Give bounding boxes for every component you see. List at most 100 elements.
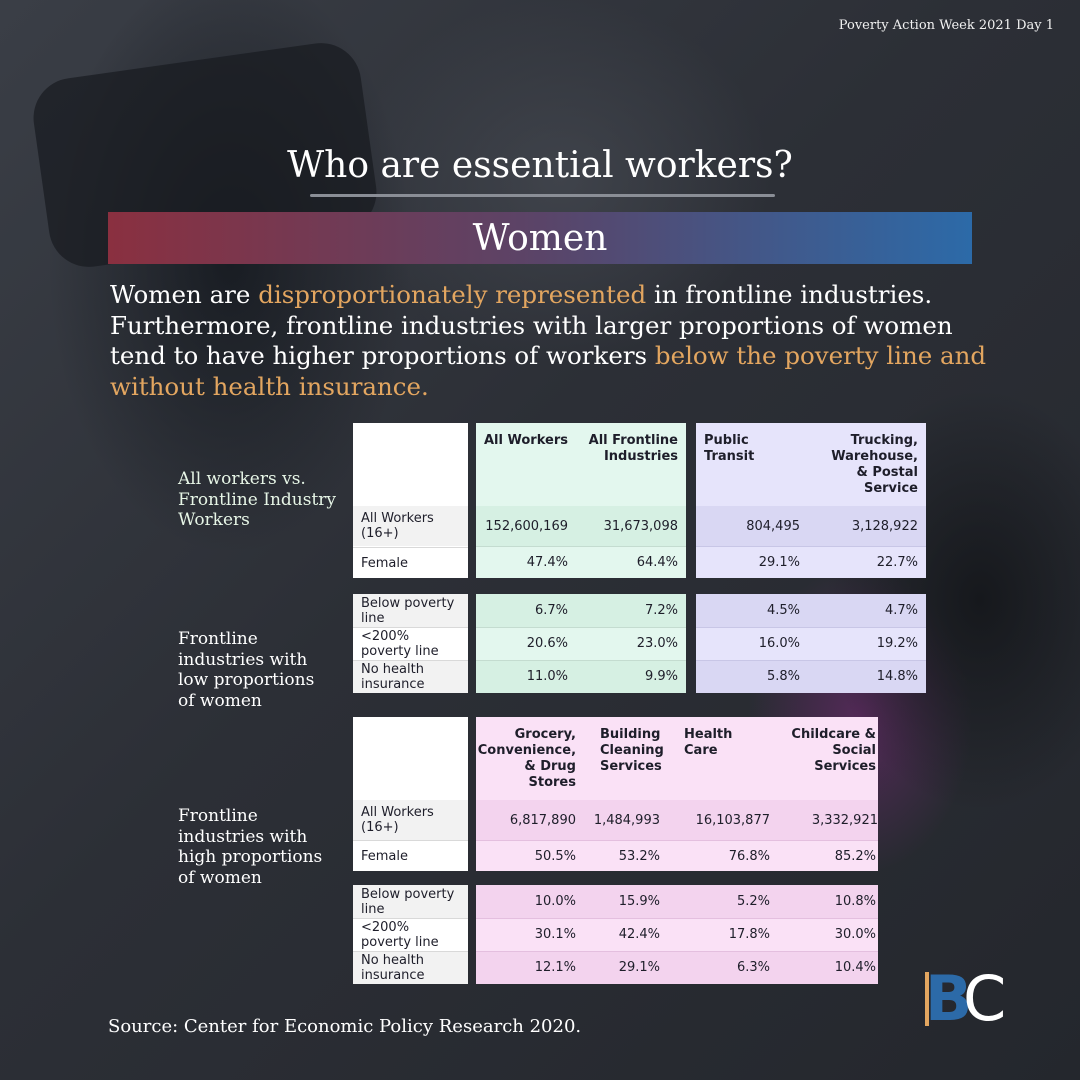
row-shade	[476, 951, 878, 984]
source-citation: Source: Center for Economic Policy Resea…	[108, 1016, 582, 1037]
row-divider	[476, 660, 686, 661]
logo-letter-b: B	[925, 962, 972, 1035]
cell-value: 10.4%	[834, 960, 876, 975]
row-label-female: Female	[353, 840, 468, 871]
section-label-low-proportion: Frontline industries with low proportion…	[178, 629, 315, 711]
intro-text-1: Women are	[110, 280, 259, 309]
intro-highlight-2: below the poverty line and without healt…	[110, 341, 987, 401]
header-building-cleaning: Building Cleaning Services	[600, 727, 664, 774]
cell-value: 12.1%	[534, 960, 576, 975]
cell-value: 30.0%	[834, 927, 876, 942]
row-divider	[476, 840, 878, 841]
cell-value: 29.1%	[618, 960, 660, 975]
cell-value: 22.7%	[876, 555, 918, 570]
top-green-table-2: 6.7% 7.2% 20.6% 23.0% 11.0% 9.9%	[476, 594, 686, 693]
row-label-no-health: No health insurance	[353, 660, 468, 693]
bc-logo: B C	[925, 962, 1025, 1035]
row-label-below-poverty: Below poverty line	[353, 885, 468, 918]
cell-value: 1,484,993	[593, 812, 660, 828]
cell-value: 16,103,877	[695, 812, 770, 828]
header-childcare: Childcare & Social Services	[791, 727, 876, 774]
title-underline	[310, 194, 775, 197]
row-label-below-poverty: Below poverty line	[353, 594, 468, 627]
intro-highlight-1: disproportionately represented	[258, 280, 647, 309]
cell-value: 7.2%	[644, 603, 678, 618]
row-shade	[476, 506, 686, 546]
row-divider	[476, 627, 686, 628]
cell-value: 29.1%	[758, 555, 800, 570]
row-label-no-health: No health insurance	[353, 951, 468, 984]
header-all-frontline: All Frontline Industries	[588, 433, 678, 464]
row-shade	[696, 506, 926, 546]
row-divider	[696, 660, 926, 661]
row-divider	[696, 627, 926, 628]
cell-value: 9.9%	[644, 669, 678, 684]
cell-value: 31,673,098	[603, 518, 678, 534]
top-purple-table: Public Transit Trucking, Warehouse, & Po…	[696, 423, 926, 578]
cell-value: 14.8%	[876, 669, 918, 684]
header-grocery: Grocery, Convenience, & Drug Stores	[477, 727, 577, 790]
row-label-below-200: <200% poverty line	[353, 627, 468, 660]
section-label-all-vs-frontline: All workers vs. Frontline Industry Worke…	[178, 469, 337, 530]
intro-text-2: in frontline industries. Furthermore, fr…	[110, 280, 953, 370]
row-divider	[476, 546, 686, 547]
cell-value: 5.2%	[736, 894, 770, 909]
row-shade	[476, 594, 686, 627]
section-label-high-proportion: Frontline industries with high proportio…	[178, 806, 323, 888]
page-title: Who are essential workers?	[287, 145, 793, 186]
cell-value: 50.5%	[534, 848, 576, 864]
cell-value: 42.4%	[618, 927, 660, 942]
header-health-care: Health Care	[684, 727, 733, 758]
header-tag: Poverty Action Week 2021 Day 1	[838, 18, 1054, 33]
logo-letter-c: C	[963, 962, 1007, 1035]
cell-value: 3,332,921	[811, 812, 878, 828]
cell-value: 4.5%	[766, 603, 800, 618]
row-label-female: Female	[353, 547, 468, 578]
cell-value: 19.2%	[876, 636, 918, 651]
top-label-column: All Workers (16+) Female	[353, 423, 468, 578]
header-public-transit: Public Transit	[704, 433, 755, 464]
cell-value: 3,128,922	[851, 518, 918, 534]
top-purple-table-2: 4.5% 4.7% 16.0% 19.2% 5.8% 14.8%	[696, 594, 926, 693]
bottom-label-column-2: Below poverty line <200% poverty line No…	[353, 885, 468, 984]
top-label-column-2: Below poverty line <200% poverty line No…	[353, 594, 468, 693]
row-shade	[696, 660, 926, 693]
row-shade	[476, 660, 686, 693]
cell-value: 10.8%	[834, 894, 876, 909]
header-trucking: Trucking, Warehouse, & Postal Service	[831, 433, 918, 496]
row-label-all-workers: All Workers (16+)	[353, 800, 468, 840]
row-divider	[696, 546, 926, 547]
cell-value: 804,495	[746, 518, 800, 534]
row-divider	[476, 951, 878, 952]
cell-value: 17.8%	[728, 927, 770, 942]
cell-value: 53.2%	[618, 848, 660, 864]
section-banner: Women	[108, 212, 972, 264]
intro-paragraph: Women are disproportionately represented…	[110, 280, 990, 402]
row-label-all-workers: All Workers (16+)	[353, 506, 468, 546]
header-all-workers: All Workers	[484, 433, 568, 448]
cell-value: 4.7%	[884, 603, 918, 618]
cell-value: 6,817,890	[509, 812, 576, 828]
cell-value: 47.4%	[526, 555, 568, 570]
bottom-pink-table-2: 10.0% 15.9% 5.2% 10.8% 30.1% 42.4% 17.8%…	[476, 885, 878, 984]
bottom-label-column: All Workers (16+) Female	[353, 717, 468, 871]
cell-value: 15.9%	[618, 894, 660, 909]
cell-value: 16.0%	[758, 636, 800, 651]
cell-value: 23.0%	[636, 636, 678, 651]
row-label-below-200: <200% poverty line	[353, 918, 468, 951]
top-green-table: All Workers All Frontline Industries 152…	[476, 423, 686, 578]
cell-value: 152,600,169	[485, 518, 568, 534]
cell-value: 85.2%	[834, 848, 876, 864]
cell-value: 6.3%	[736, 960, 770, 975]
cell-value: 30.1%	[534, 927, 576, 942]
logo-bar	[925, 972, 929, 1026]
cell-value: 5.8%	[766, 669, 800, 684]
bottom-pink-table: Grocery, Convenience, & Drug Stores Buil…	[476, 717, 878, 871]
cell-value: 76.8%	[728, 848, 770, 864]
cell-value: 64.4%	[636, 555, 678, 570]
cell-value: 20.6%	[526, 636, 568, 651]
banner-label: Women	[472, 217, 608, 259]
row-shade	[476, 885, 878, 918]
cell-value: 11.0%	[526, 669, 568, 684]
row-shade	[696, 594, 926, 627]
